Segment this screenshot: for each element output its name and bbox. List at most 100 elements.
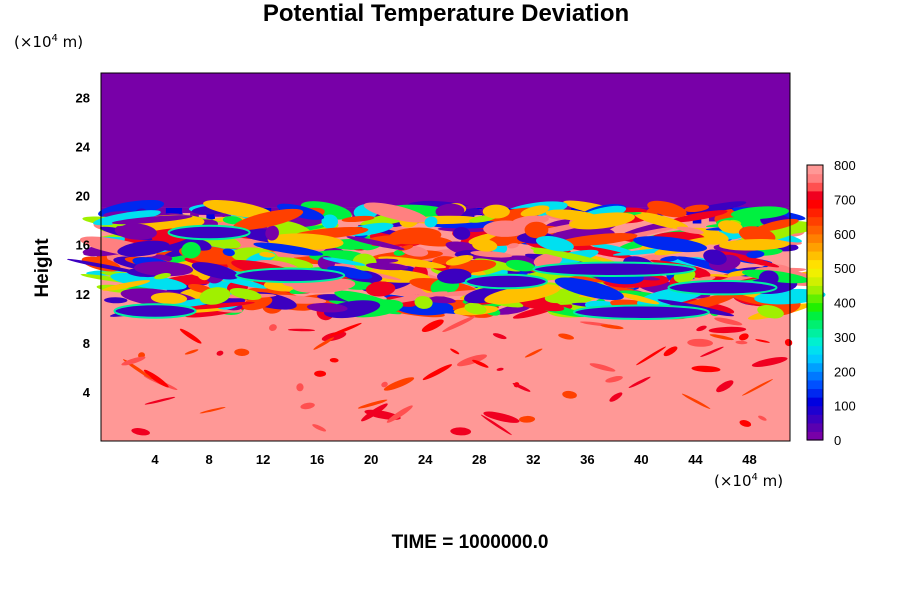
- x-tick-label: 40: [634, 452, 648, 467]
- colorbar-segment: [807, 242, 823, 252]
- lower-streak: [450, 348, 460, 355]
- lower-streak: [421, 319, 444, 333]
- colorbar-segment: [807, 173, 823, 183]
- lower-streak: [663, 346, 678, 357]
- mixing-filament: [222, 248, 235, 257]
- mixing-filament: [520, 205, 550, 217]
- lower-streak: [758, 415, 767, 421]
- x-tick-label: 44: [688, 452, 703, 467]
- lower-streak: [700, 346, 724, 358]
- y-tick-label: 8: [83, 336, 90, 351]
- colorbar-segment: [807, 397, 823, 407]
- boundary-cell: [157, 207, 167, 219]
- lower-streak: [496, 367, 504, 371]
- mixing-filament: [524, 221, 549, 239]
- lower-streak: [600, 324, 624, 330]
- lower-streak: [143, 369, 169, 388]
- lower-streak: [589, 363, 616, 372]
- lower-streak: [524, 348, 543, 358]
- colorbar: 0 100 200 300 400 500 600 700 800: [806, 158, 856, 448]
- mixing-filament: [682, 201, 747, 216]
- lower-streak: [314, 370, 327, 377]
- colorbar-segment: [807, 190, 823, 200]
- lower-streak: [179, 328, 202, 344]
- colorbar-segment: [807, 311, 823, 321]
- colorbar-segment: [807, 207, 823, 218]
- colorbar-segment: [807, 328, 823, 338]
- y-tick-label: 4: [83, 385, 91, 400]
- field-features: [66, 73, 826, 436]
- mixing-filament: [117, 240, 170, 257]
- lower-streak: [422, 364, 453, 381]
- boundary-cell: [206, 207, 215, 223]
- y-tick-label: 24: [76, 140, 91, 155]
- mixing-filament: [445, 255, 474, 266]
- x-tick-label: 32: [526, 452, 540, 467]
- lower-streak: [739, 420, 752, 427]
- x-tick-label: 8: [205, 452, 212, 467]
- mixing-filament: [191, 262, 239, 280]
- lower-streak: [751, 357, 788, 367]
- mixing-filament: [388, 227, 442, 245]
- mixing-filament: [633, 236, 708, 253]
- boundary-cell: [190, 207, 199, 221]
- mixing-filament: [676, 226, 704, 234]
- mixing-filament: [719, 251, 780, 268]
- lower-streak: [381, 381, 388, 388]
- lower-streak: [144, 396, 176, 405]
- lower-streak: [321, 331, 347, 342]
- lower-streak: [472, 359, 489, 368]
- lower-streak: [184, 349, 199, 355]
- x-axis-ticks: 4 8 12 16 20 24 28 32 36 40 44 48: [151, 452, 756, 467]
- lower-streak: [442, 315, 476, 333]
- lower-streak: [383, 377, 415, 391]
- mixing-filament: [505, 259, 536, 272]
- mixing-filament: [482, 204, 510, 219]
- x-tick-label: 48: [742, 452, 756, 467]
- mixing-filament: [435, 203, 465, 219]
- mixing-filament: [569, 212, 635, 230]
- colorbar-segment: [807, 336, 823, 347]
- mixing-filament: [757, 305, 784, 319]
- x-tick-label: 4: [151, 452, 159, 467]
- lower-streak: [735, 340, 748, 345]
- lower-streak: [480, 414, 512, 436]
- colorbar-segment: [807, 345, 823, 355]
- colorbar-segment: [807, 302, 823, 312]
- lower-streak: [709, 334, 734, 341]
- colorbar-frame: [806, 164, 824, 441]
- lower-streak: [131, 428, 150, 436]
- mixing-filament: [472, 239, 498, 252]
- mixing-filament: [199, 287, 231, 305]
- y-tick-label: 20: [76, 189, 90, 204]
- colorbar-segment: [807, 414, 823, 424]
- colorbar-segment: [807, 379, 823, 390]
- x-tick-label: 20: [364, 452, 378, 467]
- lower-streak: [300, 402, 315, 410]
- lower-streak: [328, 322, 362, 337]
- lower-streak: [708, 326, 747, 334]
- boundary-cell: [222, 207, 232, 222]
- lower-streak: [296, 383, 304, 392]
- mixing-filament: [322, 257, 366, 266]
- x-tick-label: 16: [310, 452, 324, 467]
- lower-streak: [609, 392, 623, 402]
- mixing-filament: [730, 206, 789, 220]
- colorbar-segment: [807, 259, 823, 269]
- lower-streak: [755, 339, 770, 343]
- mixing-filament: [365, 281, 396, 297]
- mixing-lens: [235, 267, 346, 284]
- mixing-filament: [259, 251, 276, 258]
- mixing-filament: [718, 220, 743, 234]
- boundary-cell: [182, 207, 191, 213]
- colorbar-segment: [807, 422, 823, 433]
- x-axis-unit: (×104 m): [714, 472, 784, 490]
- mixing-filament: [554, 277, 624, 301]
- mixing-lens: [167, 224, 251, 241]
- x-tick-label: 12: [256, 452, 270, 467]
- colorbar-segment: [807, 233, 823, 243]
- lower-streak: [696, 325, 707, 332]
- colorbar-tick-label: 800: [834, 158, 856, 173]
- mixing-filament: [414, 296, 433, 309]
